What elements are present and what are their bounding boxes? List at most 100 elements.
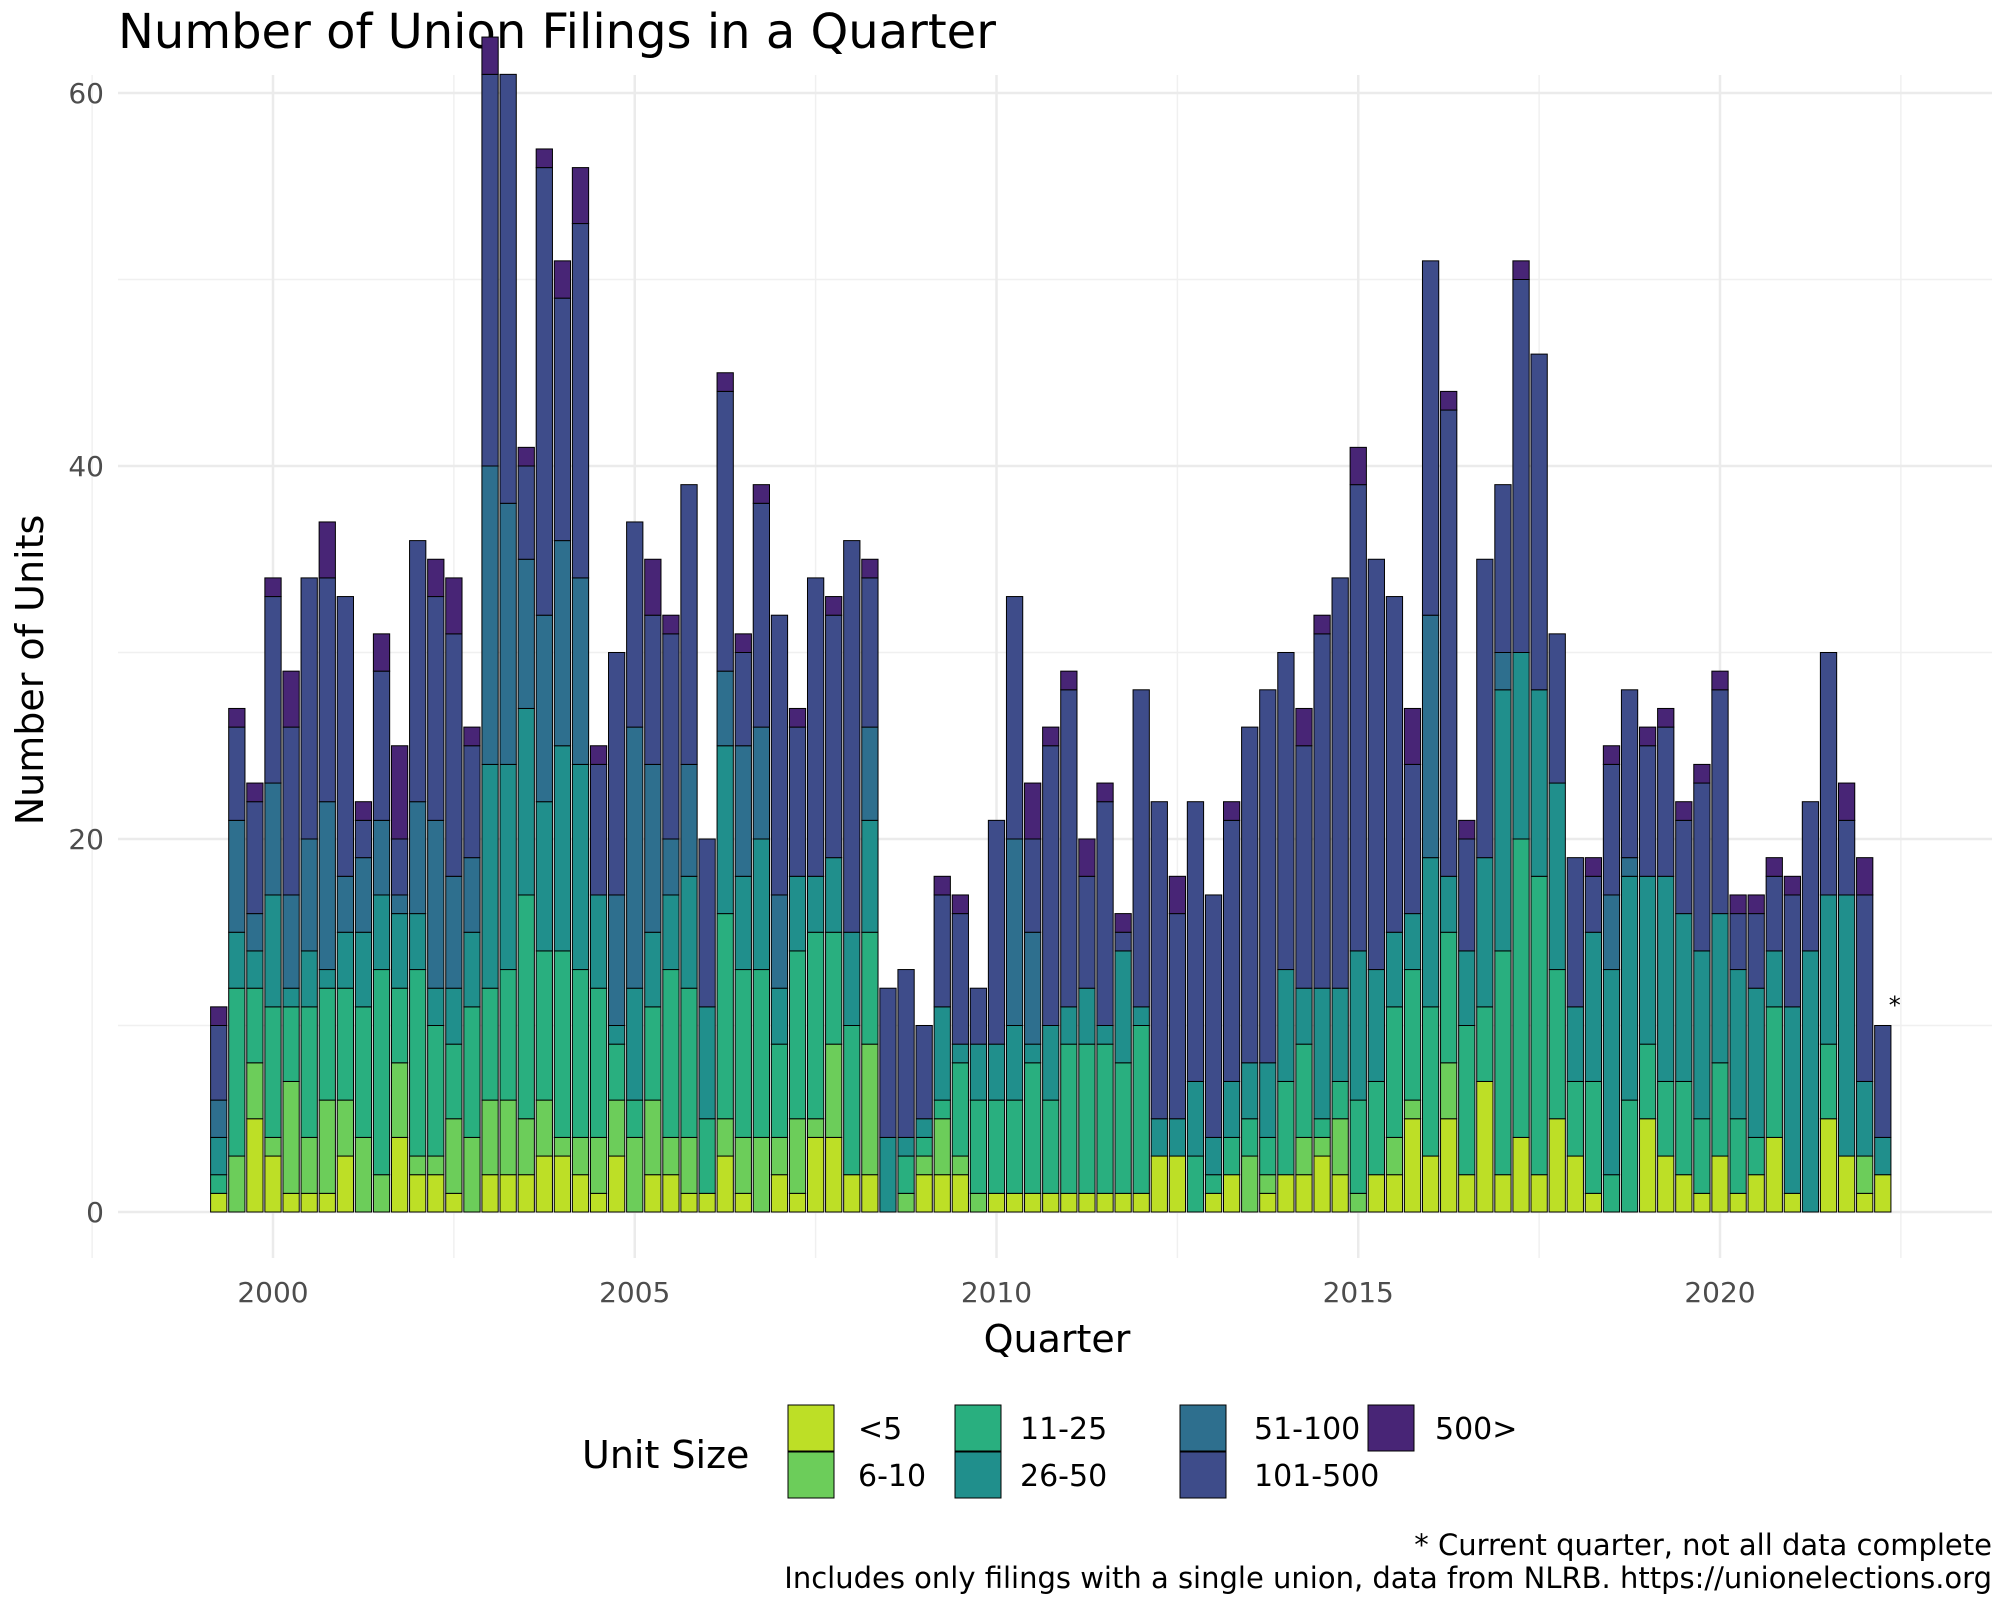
bar-segment	[1367, 558, 1385, 971]
bar-segment	[445, 1192, 463, 1213]
bar-segment	[336, 987, 354, 1101]
bar-segment	[1494, 652, 1512, 691]
bar-segment	[1223, 1174, 1241, 1213]
bar-segment	[1421, 1006, 1440, 1157]
bar-segment	[282, 894, 300, 989]
bar-segment	[680, 1192, 698, 1213]
bar-segment	[282, 726, 300, 896]
bar-segment	[1657, 1080, 1675, 1157]
bar-segment	[716, 670, 734, 747]
bar-segment	[1783, 1006, 1801, 1194]
bar-segment	[372, 1174, 391, 1213]
bar-segment	[1385, 1174, 1404, 1213]
bar-segment	[553, 950, 572, 1138]
bar-segment	[1856, 1155, 1874, 1194]
bar-segment	[861, 1043, 879, 1176]
bar-segment	[427, 1174, 445, 1213]
bar-segment	[1403, 913, 1422, 971]
legend-label: 6-10	[858, 1459, 926, 1494]
bar-segment	[1639, 1118, 1657, 1213]
bar-segment	[644, 614, 662, 765]
bar-segment	[1494, 689, 1512, 952]
legend-key	[1179, 1404, 1227, 1452]
bar-segment	[825, 614, 843, 859]
bar-segment	[1512, 260, 1530, 281]
x-axis-ticks: 2000 2005 2010 2015 2020	[237, 1276, 1755, 1309]
bar-segment	[716, 1155, 734, 1213]
bar-segment	[1602, 894, 1621, 971]
bar-segment	[680, 875, 698, 989]
bar-segment	[897, 1192, 915, 1213]
bar-segment	[427, 1025, 445, 1157]
bar-segment	[1711, 913, 1729, 1064]
bar-segment	[246, 1118, 264, 1213]
bar-segment	[1548, 969, 1566, 1120]
y-tick-label: 40	[68, 450, 104, 483]
bar-segment	[825, 857, 843, 933]
bar-segment	[354, 819, 373, 859]
bar-segment	[1729, 894, 1747, 915]
bar-segment	[1494, 484, 1512, 653]
bar-segment	[1168, 1118, 1187, 1157]
bar-segment	[1223, 1136, 1241, 1176]
bar-segment	[264, 1006, 282, 1138]
bar-segment	[1729, 1118, 1747, 1194]
bar-segment	[1440, 1062, 1458, 1120]
bar-segment	[318, 1099, 336, 1194]
bar-segment	[589, 894, 608, 989]
bar-segment	[933, 1099, 951, 1120]
bar-segment	[626, 1136, 644, 1213]
bar-segment	[1204, 894, 1223, 1138]
bar-segment	[1729, 969, 1747, 1120]
bar-segment	[282, 1080, 300, 1194]
bar-segment	[1819, 1118, 1838, 1213]
bar-segment	[1765, 950, 1783, 1008]
bar-segment	[535, 801, 553, 952]
bar-segment	[1277, 652, 1295, 971]
bar-segment	[1349, 1192, 1367, 1213]
bar-segment	[390, 1062, 409, 1138]
bar-segment	[1331, 577, 1349, 989]
bar-segment	[1403, 707, 1422, 765]
bar-segment	[228, 707, 246, 728]
bar-segment	[951, 894, 969, 915]
bar-segment	[662, 1174, 680, 1213]
bar-segment	[1566, 1080, 1584, 1157]
bar-segment	[264, 782, 282, 896]
bar-segment	[1747, 1136, 1765, 1176]
bar-segment	[1313, 1136, 1331, 1157]
bar-segment	[1295, 745, 1313, 989]
bar-segment	[662, 633, 680, 840]
bar-segment	[1024, 838, 1042, 933]
bar-segment	[445, 875, 463, 989]
bar-segment	[644, 558, 662, 616]
bar-segment	[933, 1118, 951, 1176]
bar-segment	[752, 484, 770, 504]
bar-segment	[788, 726, 807, 877]
bar-segment	[1168, 875, 1187, 915]
bar-segment	[1024, 931, 1042, 1045]
bar-segment	[535, 950, 553, 1101]
bar-segment	[210, 1006, 228, 1026]
bar-segment	[1874, 1025, 1892, 1138]
bar-segment	[535, 1099, 553, 1157]
bar-segment	[1005, 1025, 1024, 1101]
legend-key	[954, 1451, 1002, 1499]
bar-segment	[1313, 1155, 1331, 1213]
bar-segment	[1349, 1099, 1367, 1194]
bar-segment	[662, 1136, 680, 1176]
bar-segment	[1186, 1080, 1205, 1157]
x-tick-label: 2020	[1684, 1276, 1755, 1309]
legend-label: <5	[858, 1412, 902, 1447]
bar-segment	[1042, 1192, 1060, 1213]
bar-segment	[1042, 1099, 1060, 1194]
bar-segment	[770, 1174, 789, 1213]
bar-segment	[571, 223, 590, 579]
bar-segment	[662, 969, 680, 1138]
bar-segment	[318, 801, 336, 971]
bar-segment	[1765, 875, 1783, 952]
bar-segment	[481, 1174, 499, 1213]
bar-segment	[228, 726, 246, 821]
bar-segment	[499, 502, 517, 765]
